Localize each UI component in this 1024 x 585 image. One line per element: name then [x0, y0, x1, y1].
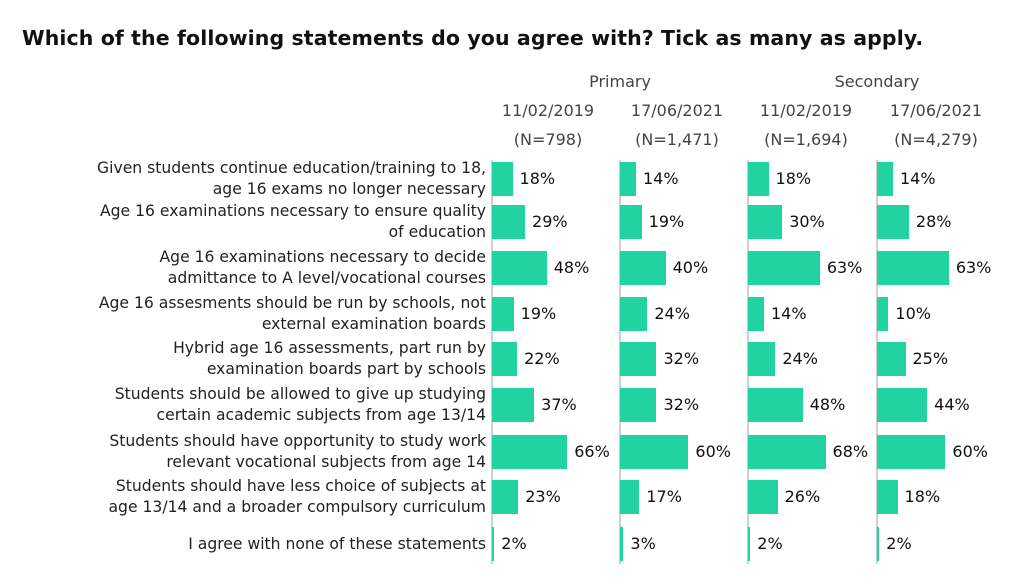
- bar: [748, 342, 776, 376]
- bar: [492, 388, 535, 422]
- category-label: Age 16 examinations necessary to decide …: [159, 248, 486, 287]
- bar: [492, 205, 526, 239]
- bar: [748, 435, 826, 469]
- bar: [620, 297, 648, 331]
- data-label: 10%: [895, 304, 931, 323]
- bar: [620, 162, 636, 196]
- data-label: 29%: [532, 212, 568, 231]
- data-label: 30%: [789, 212, 825, 231]
- category-label: Students should have opportunity to stud…: [109, 432, 486, 471]
- bar: [877, 162, 893, 196]
- data-label: 32%: [663, 349, 700, 368]
- column-n: (N=1,471): [635, 130, 719, 149]
- data-label: 28%: [915, 212, 952, 231]
- bar: [492, 435, 568, 469]
- data-label: 18%: [904, 487, 941, 506]
- data-label: 19%: [648, 212, 685, 231]
- bar: [492, 527, 495, 561]
- column-date: 17/06/2021: [630, 101, 724, 120]
- bar: [748, 205, 783, 239]
- category-label: Age 16 assesments should be run by schoo…: [98, 294, 486, 333]
- data-label: 60%: [952, 442, 988, 461]
- data-label: 68%: [832, 442, 869, 461]
- bar: [620, 388, 657, 422]
- data-label: 24%: [654, 304, 690, 323]
- bar: [877, 435, 946, 469]
- bar: [620, 480, 640, 514]
- data-label: 22%: [524, 349, 560, 368]
- bar: [620, 527, 624, 561]
- data-label: 14%: [770, 304, 807, 323]
- data-label: 44%: [934, 395, 970, 414]
- bar: [748, 162, 769, 196]
- data-label: 32%: [663, 395, 700, 414]
- group-header-primary: Primary: [589, 72, 651, 91]
- bar: [492, 162, 513, 196]
- data-label: 23%: [525, 487, 561, 506]
- data-label: 37%: [541, 395, 577, 414]
- category-label: I agree with none of these statements: [188, 534, 486, 553]
- column-date: 17/06/2021: [889, 101, 983, 120]
- data-label: 24%: [782, 349, 818, 368]
- data-label: 63%: [955, 258, 992, 277]
- category-label: Given students continue education/traini…: [97, 159, 486, 198]
- column-n: (N=4,279): [894, 130, 978, 149]
- data-label: 26%: [784, 487, 821, 506]
- bar: [877, 205, 909, 239]
- data-label: 60%: [695, 442, 731, 461]
- data-label: 63%: [826, 258, 863, 277]
- bar: [748, 251, 820, 285]
- group-header-secondary: Secondary: [834, 72, 920, 91]
- data-label: 2%: [886, 534, 912, 553]
- column-date: 11/02/2019: [759, 101, 853, 120]
- data-label: 18%: [519, 169, 556, 188]
- chart-title: Which of the following statements do you…: [22, 26, 924, 50]
- data-label: 14%: [899, 169, 936, 188]
- data-label: 66%: [574, 442, 610, 461]
- bar: [620, 251, 666, 285]
- data-label: 3%: [630, 534, 656, 553]
- bar: [620, 435, 689, 469]
- column-n: (N=1,694): [764, 130, 848, 149]
- bar: [748, 527, 751, 561]
- bar: [748, 480, 778, 514]
- bar: [877, 388, 928, 422]
- data-label: 17%: [646, 487, 682, 506]
- bar: [877, 480, 898, 514]
- data-label: 2%: [757, 534, 783, 553]
- category-label: Age 16 examinations necessary to ensure …: [99, 202, 486, 241]
- bar: [748, 388, 803, 422]
- data-label: 18%: [775, 169, 812, 188]
- data-label: 40%: [672, 258, 709, 277]
- bar: [877, 297, 889, 331]
- bar: [877, 342, 906, 376]
- data-label: 14%: [642, 169, 679, 188]
- data-label: 48%: [809, 395, 846, 414]
- bar: [877, 251, 949, 285]
- bar: [492, 342, 518, 376]
- bar: [877, 527, 880, 561]
- bar: [620, 342, 657, 376]
- data-label: 48%: [553, 258, 590, 277]
- column-n: (N=798): [513, 130, 583, 149]
- bar: [492, 297, 514, 331]
- bar: [748, 297, 764, 331]
- data-label: 19%: [520, 304, 557, 323]
- data-label: 25%: [912, 349, 949, 368]
- column-date: 11/02/2019: [501, 101, 595, 120]
- category-label: Students should have less choice of subj…: [108, 477, 486, 516]
- bar: [492, 251, 547, 285]
- category-label: Students should be allowed to give up st…: [114, 385, 486, 424]
- category-label: Hybrid age 16 assessments, part run by e…: [173, 339, 486, 378]
- bar: [620, 205, 642, 239]
- data-label: 2%: [501, 534, 527, 553]
- bar: [492, 480, 519, 514]
